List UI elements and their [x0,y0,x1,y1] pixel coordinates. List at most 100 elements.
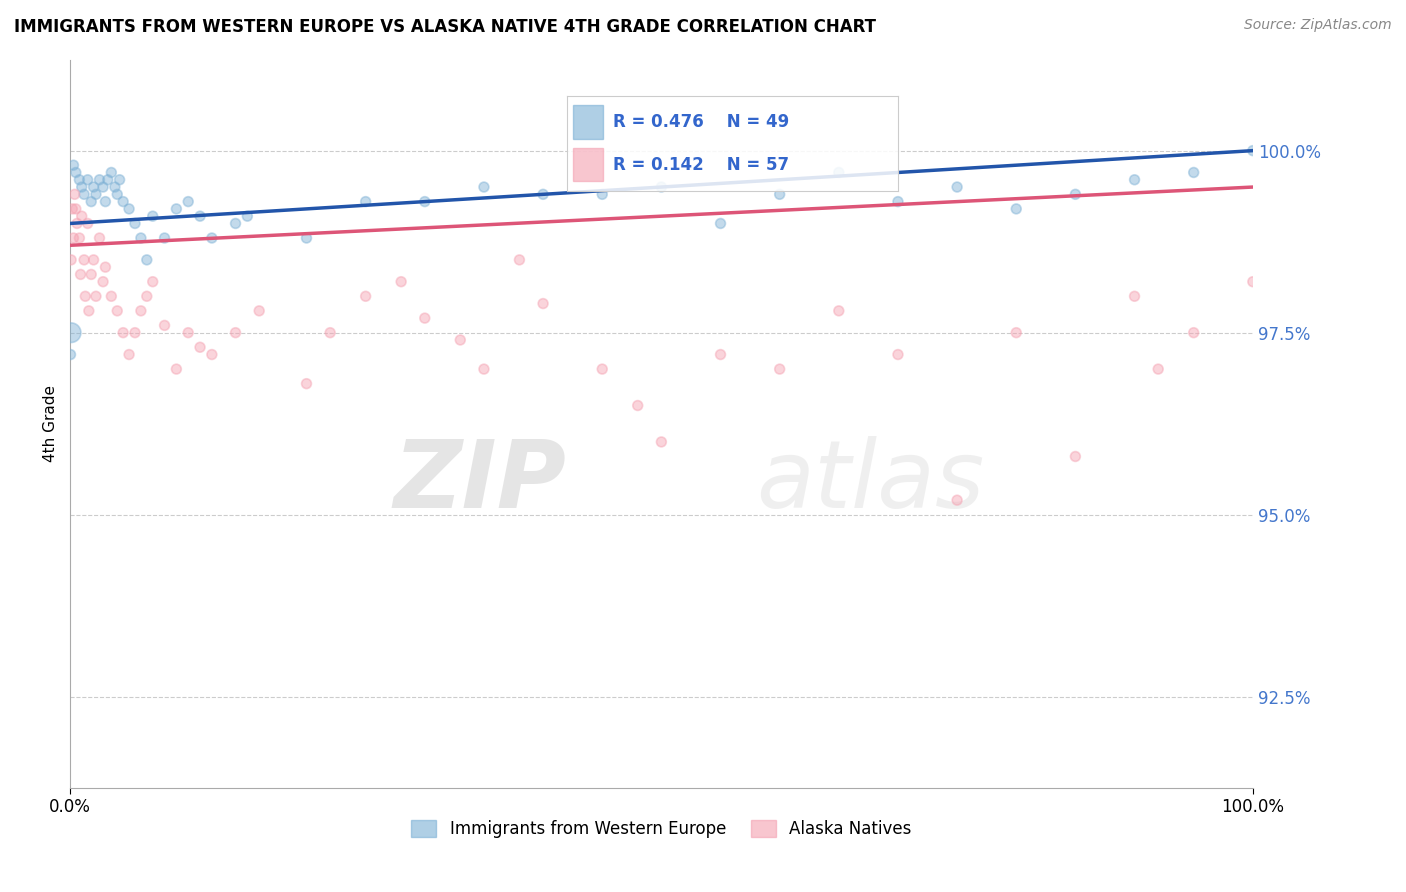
Point [76,217,98,231]
Point [70,209,93,223]
Point [531,187,554,202]
Point [70,180,93,194]
Point [1123,289,1146,303]
Point [165,202,187,216]
Point [236,209,259,223]
Point [319,326,342,340]
Point [135,252,157,267]
Point [472,180,495,194]
Point [66,217,89,231]
Point [1241,144,1264,158]
Point [1123,173,1146,187]
Point [354,194,377,209]
Point [62,231,84,245]
Point [177,194,200,209]
Point [100,165,122,179]
Point [201,231,224,245]
Point [472,362,495,376]
Point [1064,187,1087,202]
Point [76,173,98,187]
Point [709,347,731,361]
Point [105,187,128,202]
Point [142,275,165,289]
Point [225,326,247,340]
Point [295,231,318,245]
Y-axis label: 4th Grade: 4th Grade [44,385,58,462]
Point [247,303,270,318]
Legend: Immigrants from Western Europe, Alaska Natives: Immigrants from Western Europe, Alaska N… [405,814,918,845]
Point [1241,275,1264,289]
Point [769,362,792,376]
Point [62,158,84,172]
Point [77,303,100,318]
Point [413,311,436,326]
Point [709,217,731,231]
Point [75,289,97,303]
Point [69,268,91,282]
Point [94,260,117,274]
Point [153,231,176,245]
Text: ZIP: ZIP [394,436,567,528]
Point [135,289,157,303]
Point [124,326,146,340]
Point [83,252,105,267]
Point [84,187,107,202]
Point [887,194,910,209]
Point [650,180,672,194]
Point [65,202,87,216]
Point [84,289,107,303]
Point [650,434,672,449]
Point [112,326,135,340]
Point [91,180,114,194]
Point [531,296,554,310]
Text: Source: ZipAtlas.com: Source: ZipAtlas.com [1244,18,1392,32]
Point [89,231,111,245]
Point [80,194,103,209]
Point [124,217,146,231]
Point [591,362,613,376]
Point [118,202,141,216]
Point [153,318,176,333]
Point [60,326,83,340]
Point [769,187,792,202]
Point [1182,326,1205,340]
Point [828,303,851,318]
Point [295,376,318,391]
Point [188,209,211,223]
Point [508,252,530,267]
Point [59,347,82,361]
Point [1064,450,1087,464]
Point [60,252,83,267]
Point [129,231,152,245]
Point [80,268,103,282]
Point [627,399,650,413]
Point [73,187,96,202]
Point [828,165,851,179]
Point [67,173,90,187]
Point [389,275,412,289]
Point [142,209,165,223]
Point [73,252,96,267]
Point [94,194,117,209]
Point [60,202,83,216]
Text: atlas: atlas [756,436,984,527]
Text: IMMIGRANTS FROM WESTERN EUROPE VS ALASKA NATIVE 4TH GRADE CORRELATION CHART: IMMIGRANTS FROM WESTERN EUROPE VS ALASKA… [14,18,876,36]
Point [105,303,128,318]
Point [413,194,436,209]
Point [65,165,87,179]
Point [83,180,105,194]
Point [1005,326,1028,340]
Point [91,275,114,289]
Point [946,180,969,194]
Point [887,347,910,361]
Point [108,173,131,187]
Point [225,217,247,231]
Point [118,347,141,361]
Point [591,187,613,202]
Point [449,333,471,347]
Point [89,173,111,187]
Point [129,303,152,318]
Point [946,493,969,508]
Point [100,289,122,303]
Point [97,173,120,187]
